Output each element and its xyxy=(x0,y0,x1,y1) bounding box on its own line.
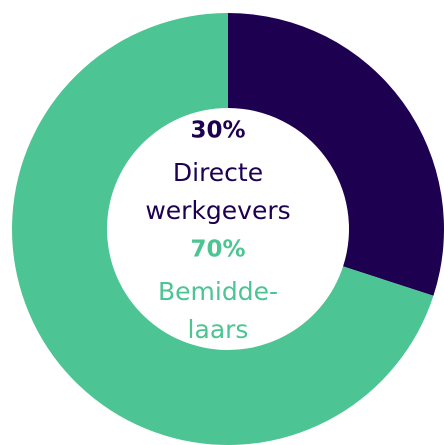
category-label: laars xyxy=(188,315,249,344)
category-label: werkgevers xyxy=(145,196,290,225)
value-label: 30% xyxy=(190,118,245,144)
category-label: Directe xyxy=(173,158,263,187)
value-label: 70% xyxy=(190,237,245,263)
donut-segment xyxy=(12,13,434,445)
category-label: Bemidde- xyxy=(158,277,278,306)
donut-segment xyxy=(228,13,444,296)
